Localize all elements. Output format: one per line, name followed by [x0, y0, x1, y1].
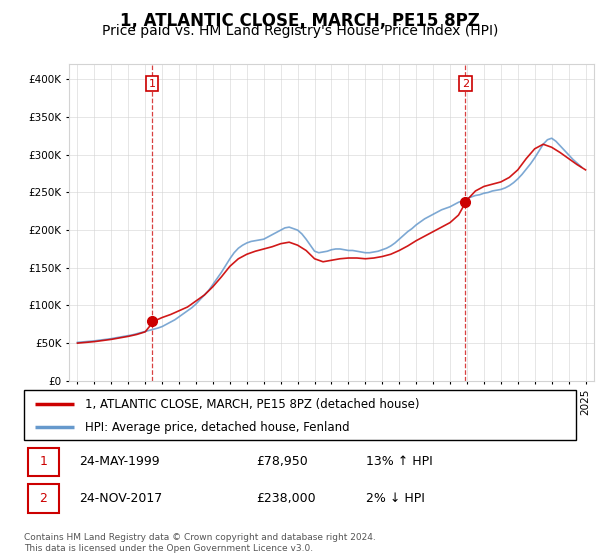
Text: 1: 1: [40, 455, 47, 468]
Text: 2% ↓ HPI: 2% ↓ HPI: [366, 492, 425, 505]
Text: 2: 2: [462, 78, 469, 88]
Text: Contains HM Land Registry data © Crown copyright and database right 2024.
This d: Contains HM Land Registry data © Crown c…: [24, 533, 376, 553]
Text: £238,000: £238,000: [256, 492, 316, 505]
Text: 13% ↑ HPI: 13% ↑ HPI: [366, 455, 433, 468]
Text: 2: 2: [40, 492, 47, 505]
Text: Price paid vs. HM Land Registry's House Price Index (HPI): Price paid vs. HM Land Registry's House …: [102, 24, 498, 38]
Text: 1, ATLANTIC CLOSE, MARCH, PE15 8PZ: 1, ATLANTIC CLOSE, MARCH, PE15 8PZ: [120, 12, 480, 30]
Text: 24-NOV-2017: 24-NOV-2017: [79, 492, 163, 505]
Text: £78,950: £78,950: [256, 455, 308, 468]
Text: 1: 1: [148, 78, 155, 88]
Text: 1, ATLANTIC CLOSE, MARCH, PE15 8PZ (detached house): 1, ATLANTIC CLOSE, MARCH, PE15 8PZ (deta…: [85, 398, 419, 410]
FancyBboxPatch shape: [28, 484, 59, 513]
FancyBboxPatch shape: [24, 390, 576, 440]
Text: HPI: Average price, detached house, Fenland: HPI: Average price, detached house, Fenl…: [85, 421, 349, 434]
FancyBboxPatch shape: [28, 447, 59, 477]
Text: 24-MAY-1999: 24-MAY-1999: [79, 455, 160, 468]
